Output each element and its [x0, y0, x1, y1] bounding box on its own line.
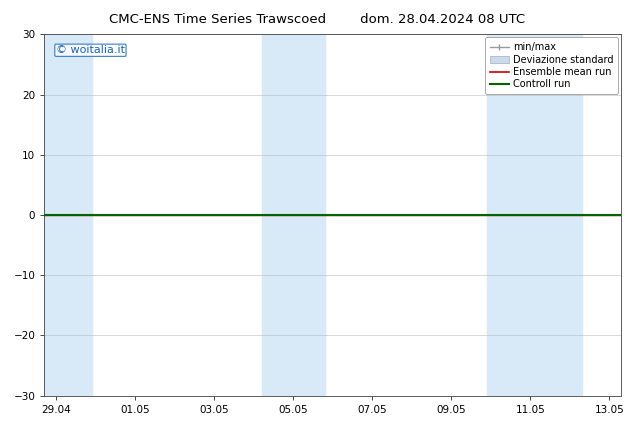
Bar — [262, 34, 325, 396]
Bar — [487, 34, 582, 396]
Bar — [44, 34, 92, 396]
Text: CMC-ENS Time Series Trawscoed        dom. 28.04.2024 08 UTC: CMC-ENS Time Series Trawscoed dom. 28.04… — [109, 13, 525, 26]
Legend: min/max, Deviazione standard, Ensemble mean run, Controll run: min/max, Deviazione standard, Ensemble m… — [485, 37, 618, 94]
Text: © woitalia.it: © woitalia.it — [56, 45, 125, 55]
